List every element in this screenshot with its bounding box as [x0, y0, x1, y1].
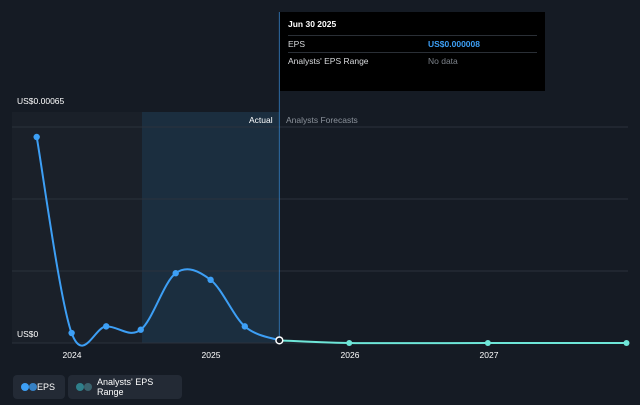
forecast-point-2 — [484, 340, 491, 346]
legend-range-label: Analysts' EPS Range — [96, 377, 154, 397]
forecast-point-1 — [346, 340, 353, 346]
range-legend-icon — [76, 382, 92, 392]
tooltip-date: Jun 30 2025 — [288, 19, 337, 29]
tooltip-eps-value: US$0.000008 — [428, 39, 480, 49]
y-axis-zero-label: US$0 — [17, 329, 39, 339]
actual-region-label: Actual — [249, 115, 273, 125]
eps-point-6 — [241, 323, 249, 330]
tooltip-row-eps: EPS US$0.000008 — [288, 35, 537, 52]
legend-range-button[interactable]: Analysts' EPS Range — [68, 375, 182, 399]
x-tick-2024: 2024 — [62, 350, 82, 360]
forecast-region-label: Analysts Forecasts — [286, 115, 358, 125]
eps-point-selected — [275, 336, 284, 345]
x-tick-2027: 2027 — [479, 350, 499, 360]
eps-point-5 — [207, 276, 214, 284]
eps-point-2 — [102, 323, 110, 330]
eps-point-1 — [68, 329, 75, 337]
tooltip-row-range: Analysts' EPS Range No data — [288, 52, 537, 69]
highlight-band — [142, 112, 280, 343]
eps-point-3 — [137, 326, 144, 333]
tooltip-range-value: No data — [428, 56, 458, 66]
y-axis-top-label: US$0.00065 — [17, 96, 65, 106]
x-tick-2025: 2025 — [201, 350, 221, 360]
legend-eps-button[interactable]: EPS — [13, 375, 65, 399]
forecast-line — [279, 339, 627, 345]
tooltip-eps-label: EPS — [288, 39, 306, 49]
eps-legend-icon — [21, 382, 37, 392]
tooltip-range-label: Analysts' EPS Range — [288, 56, 369, 66]
eps-point-4 — [172, 270, 179, 277]
legend-eps-label: EPS — [36, 382, 55, 392]
forecast-point-3 — [623, 340, 630, 346]
eps-point-0 — [33, 133, 40, 141]
x-tick-2026: 2026 — [340, 350, 360, 360]
tooltip: Jun 30 2025 EPS US$0.000008 Analysts' EP… — [280, 12, 545, 91]
